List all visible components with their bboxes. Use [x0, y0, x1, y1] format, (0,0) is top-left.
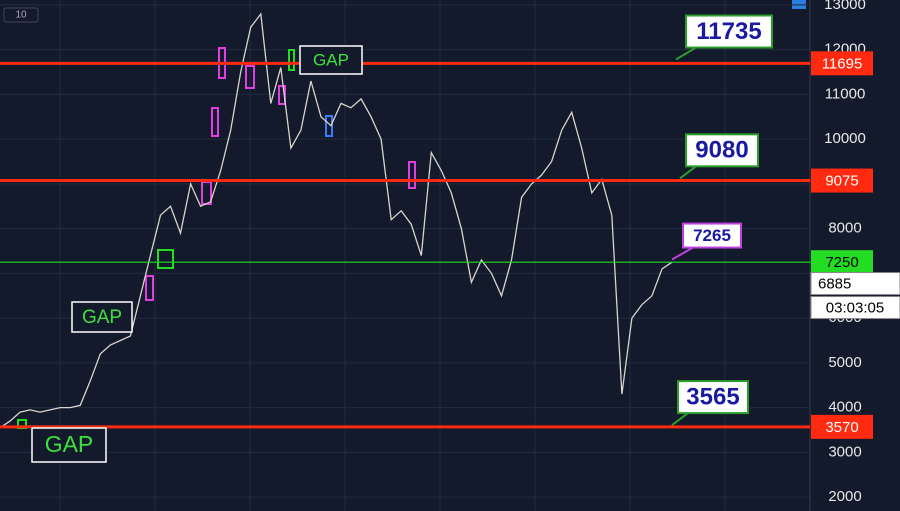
marker — [325, 115, 333, 137]
marker — [408, 161, 416, 189]
annotation-box — [682, 222, 742, 249]
annotation-pointer — [675, 46, 697, 61]
level-tag — [811, 168, 873, 193]
countdown: 03:03:05 — [826, 300, 884, 317]
box-markers — [17, 47, 416, 429]
marker — [278, 85, 286, 105]
annotation-box — [685, 133, 759, 168]
last-price: 6885 — [818, 276, 851, 293]
y-tick-label: 5000 — [828, 354, 861, 371]
marker — [211, 107, 219, 137]
gap-label: GAP — [313, 50, 349, 69]
annotation-label: 11735 — [696, 18, 761, 45]
gap-box — [31, 427, 107, 463]
level-tag — [811, 250, 873, 275]
y-tick-label: 10000 — [824, 130, 866, 147]
gap-box — [71, 301, 133, 333]
gap-label: GAP — [45, 431, 94, 457]
price-line — [0, 12, 673, 429]
marker — [288, 49, 295, 71]
marker — [145, 275, 154, 301]
gap-label: GAP — [82, 307, 122, 328]
annotation-pointer — [671, 246, 694, 261]
y-tick-label: 2000 — [828, 488, 861, 505]
interval: 10 — [15, 10, 27, 21]
annotation-box — [685, 14, 773, 49]
y-tick-label: 3000 — [828, 443, 861, 460]
level-tag-label: 9075 — [825, 173, 858, 190]
annotation-label: 9080 — [695, 137, 748, 164]
annotation-label: 7265 — [693, 226, 731, 245]
gap-box — [299, 45, 363, 75]
annotation-pointer — [679, 165, 697, 180]
level-tag — [811, 51, 873, 76]
level-tag — [811, 414, 873, 439]
y-tick-label: 13000 — [824, 0, 866, 13]
y-tick-label: 8000 — [828, 220, 861, 237]
countdown-tag — [810, 296, 900, 320]
annotation-label: 3565 — [686, 383, 739, 410]
annotation-box — [677, 380, 749, 415]
marker — [245, 65, 255, 89]
y-tick-label: 4000 — [828, 399, 861, 416]
marker — [157, 249, 174, 269]
level-tag-label: 11695 — [822, 55, 863, 72]
level-tag-label: 7250 — [825, 254, 858, 271]
level-tag-label: 3570 — [825, 419, 858, 436]
y-tick-label: 11000 — [825, 85, 866, 102]
annotation-pointer — [671, 412, 689, 426]
interval-box[interactable] — [3, 7, 39, 23]
last-price-tag — [810, 272, 900, 296]
